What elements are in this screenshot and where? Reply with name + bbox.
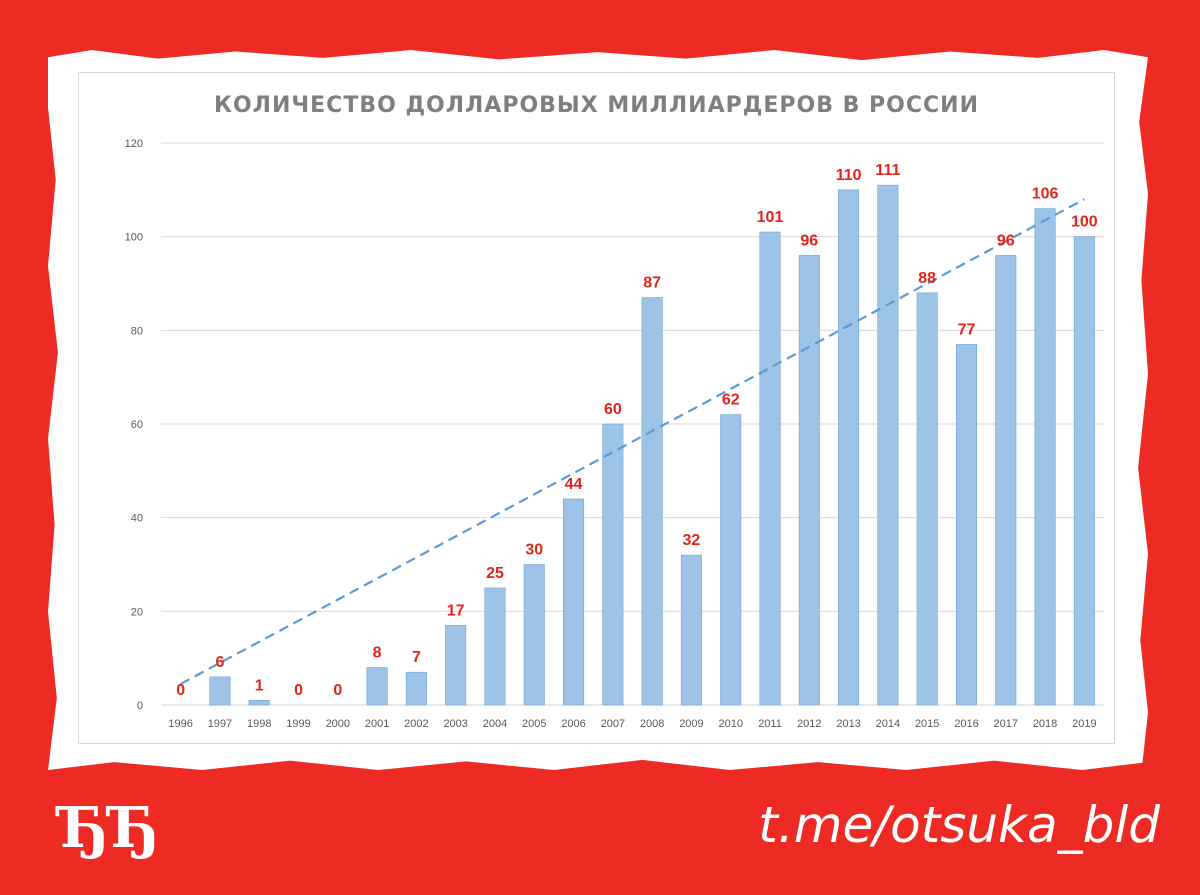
x-tick-label: 2005: [522, 718, 546, 730]
x-tick-label: 2007: [601, 718, 625, 730]
chart-area: КОЛИЧЕСТВО ДОЛЛАРОВЫХ МИЛЛИАРДЕРОВ В РОС…: [78, 72, 1115, 744]
bar: [916, 292, 938, 706]
data-label: 6: [215, 654, 224, 671]
y-tick-label: 0: [137, 700, 143, 712]
x-tick-label: 2001: [365, 718, 389, 730]
data-label: 0: [333, 682, 342, 699]
x-tick-label: 2015: [915, 718, 939, 730]
bar: [877, 184, 899, 706]
x-tick-label: 1997: [208, 718, 232, 730]
bar: [955, 344, 977, 706]
telegram-link[interactable]: t.me/otsuka_bld: [758, 796, 1160, 854]
bar: [405, 671, 427, 706]
bar: [838, 189, 860, 706]
bar: [641, 297, 663, 706]
bar: [1034, 208, 1056, 706]
bar: [995, 255, 1017, 706]
data-label: 87: [643, 275, 661, 292]
data-label: 0: [294, 682, 303, 699]
bar: [484, 587, 506, 706]
bar: [445, 625, 467, 706]
x-tick-label: 2019: [1072, 718, 1096, 730]
bar: [1073, 236, 1095, 706]
data-label: 62: [722, 392, 740, 409]
y-tick-label: 60: [131, 419, 143, 431]
bar: [759, 231, 781, 706]
x-tick-label: 2014: [876, 718, 900, 730]
data-label: 30: [525, 542, 543, 559]
x-tick-label: 2006: [561, 718, 585, 730]
bar: [798, 255, 820, 706]
data-label: 17: [447, 602, 465, 619]
data-label: 25: [486, 565, 504, 582]
bar: [680, 554, 702, 706]
y-tick-label: 120: [125, 138, 143, 150]
data-label: 1: [255, 677, 264, 694]
y-tick-label: 20: [131, 606, 143, 618]
data-label: 100: [1071, 214, 1098, 231]
x-tick-label: 2004: [483, 718, 507, 730]
data-label: 77: [958, 321, 976, 338]
data-label: 88: [918, 270, 936, 287]
x-tick-label: 2017: [994, 718, 1018, 730]
bar: [366, 667, 388, 706]
x-tick-label: 2011: [758, 718, 782, 730]
y-tick-label: 80: [131, 325, 143, 337]
bar: [523, 564, 545, 706]
data-label: 32: [683, 532, 701, 549]
x-tick-label: 2002: [404, 718, 428, 730]
data-label: 44: [565, 476, 583, 493]
x-tick-label: 1999: [286, 718, 310, 730]
paper-frame: КОЛИЧЕСТВО ДОЛЛАРОВЫХ МИЛЛИАРДЕРОВ В РОС…: [48, 50, 1148, 770]
y-tick-label: 100: [125, 232, 143, 244]
data-label: 111: [875, 162, 900, 179]
x-tick-label: 1998: [247, 718, 271, 730]
y-tick-label: 40: [131, 513, 143, 525]
data-label: 106: [1032, 186, 1059, 203]
data-label: 96: [800, 232, 818, 249]
x-tick-label: 2009: [679, 718, 703, 730]
x-tick-label: 1996: [168, 718, 192, 730]
bar: [248, 700, 270, 706]
x-tick-label: 2010: [718, 718, 742, 730]
brand-logo: ЂЂ: [58, 795, 159, 861]
data-label: 101: [757, 209, 784, 226]
data-label: 0: [176, 682, 185, 699]
bar: [602, 423, 624, 706]
data-label: 96: [997, 232, 1015, 249]
x-tick-label: 2013: [836, 718, 860, 730]
bar: [720, 414, 742, 706]
x-tick-label: 2000: [326, 718, 350, 730]
data-label: 60: [604, 401, 622, 418]
x-tick-label: 2003: [443, 718, 467, 730]
x-tick-label: 2008: [640, 718, 664, 730]
x-tick-label: 2018: [1033, 718, 1057, 730]
x-tick-label: 2012: [797, 718, 821, 730]
x-tick-label: 2016: [954, 718, 978, 730]
bar: [563, 498, 585, 706]
data-label: 7: [412, 649, 421, 666]
bar: [209, 676, 231, 706]
trendline: [180, 198, 1085, 685]
data-label: 110: [836, 167, 862, 184]
data-label: 8: [373, 645, 382, 662]
chart-title: КОЛИЧЕСТВО ДОЛЛАРОВЫХ МИЛЛИАРДЕРОВ В РОС…: [214, 93, 979, 118]
